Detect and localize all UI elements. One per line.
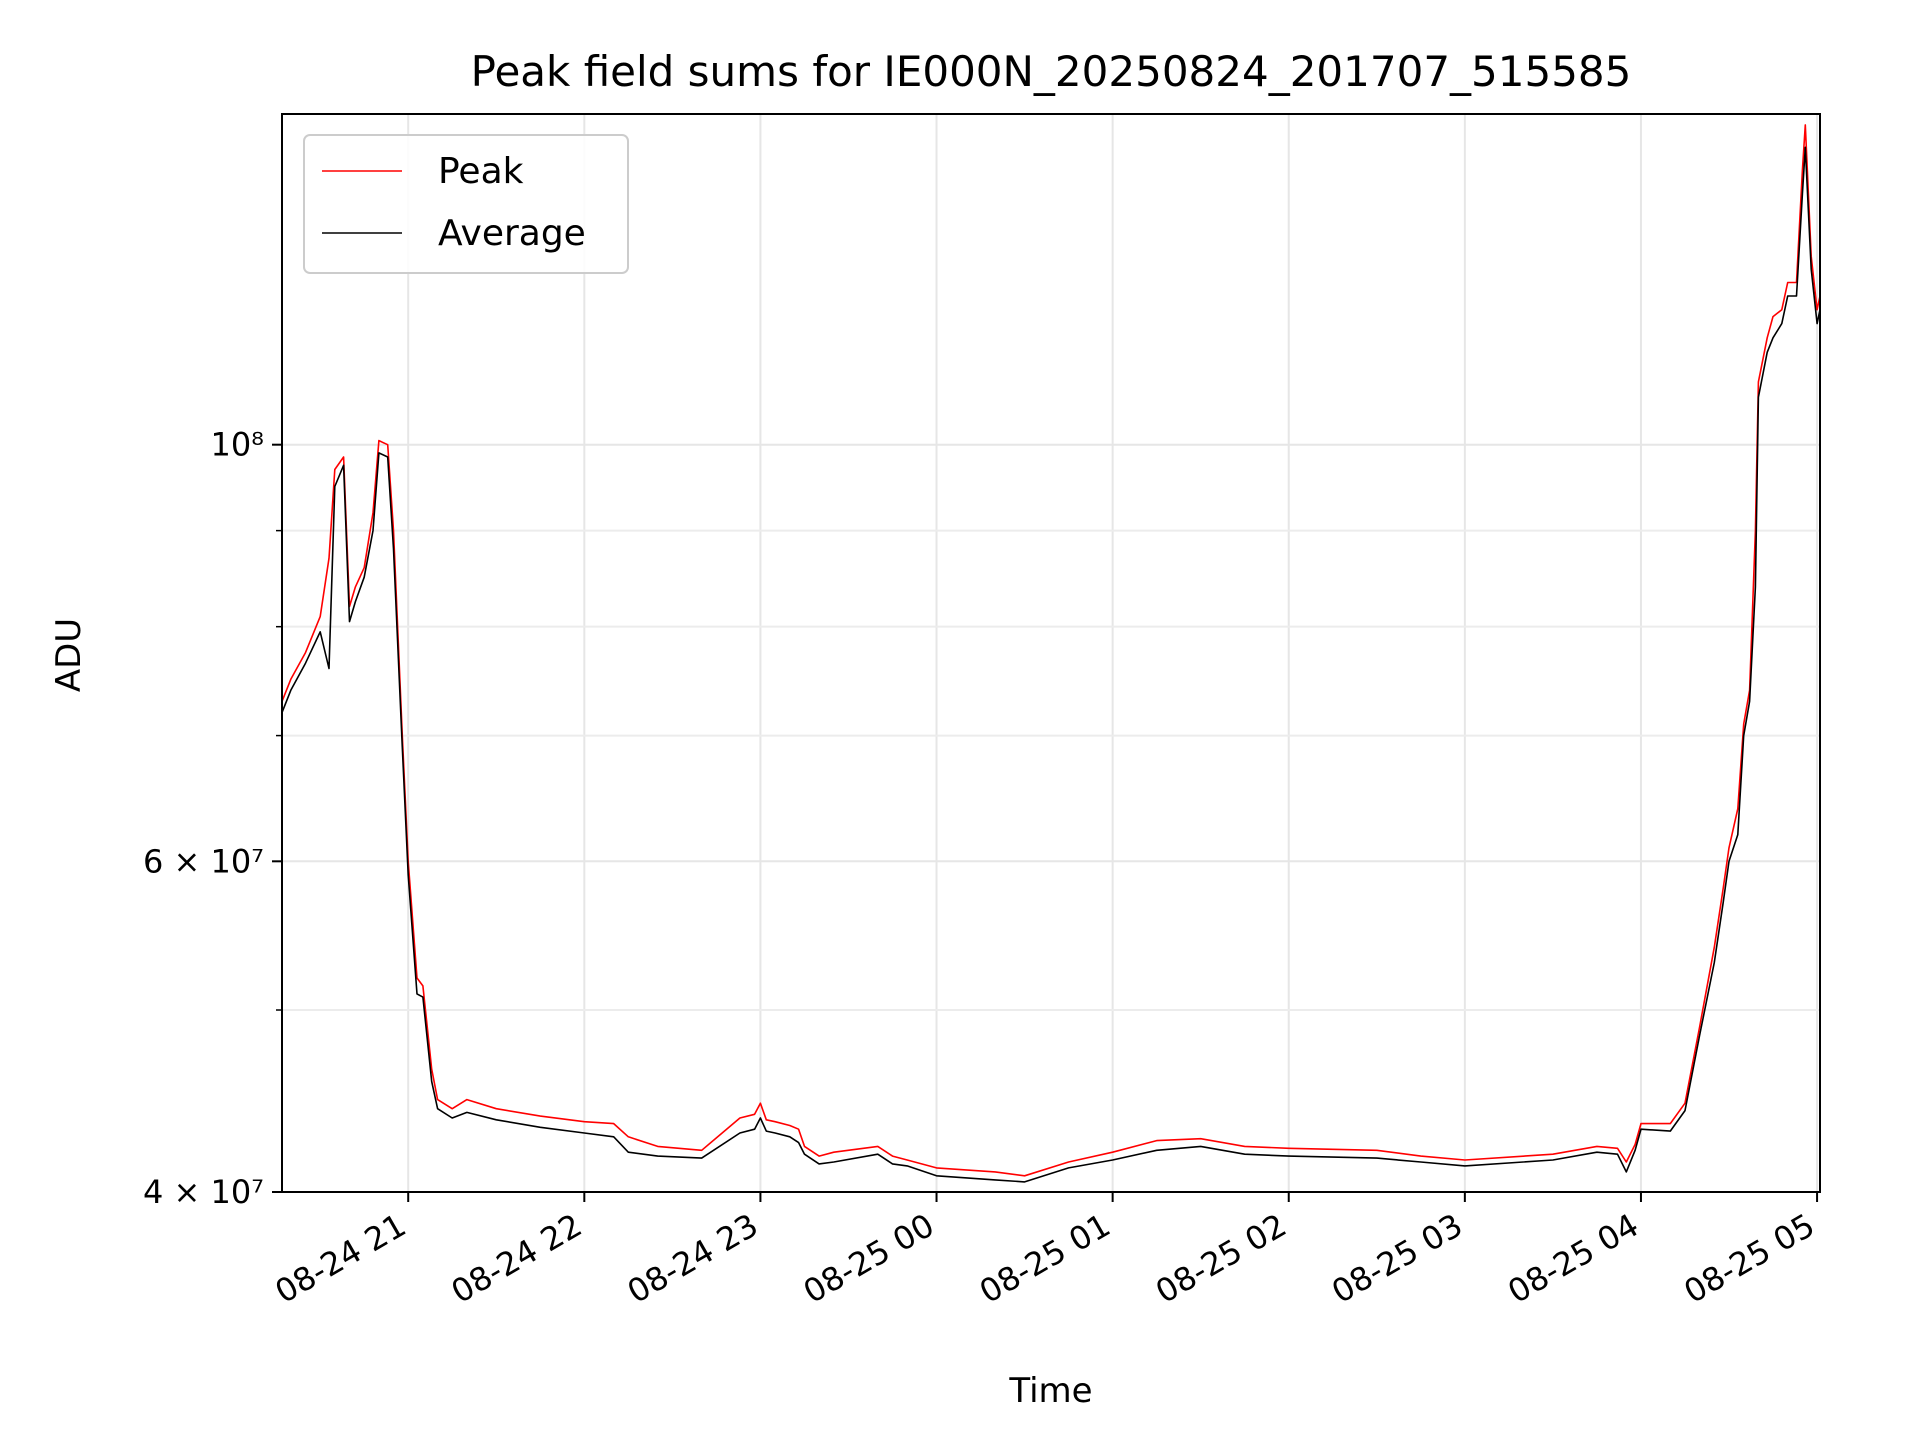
series-layer <box>281 124 1821 1183</box>
plot-frame <box>281 113 1821 1193</box>
legend: Peak Average <box>303 134 629 274</box>
y-tick-label: 10⁸ <box>210 426 264 464</box>
legend-label-peak: Peak <box>438 151 524 192</box>
y-tick-label: 6 × 10⁷ <box>143 842 264 880</box>
legend-box <box>303 134 629 274</box>
x-axis-label: Time <box>1008 1371 1092 1411</box>
y-axis-label: ADU <box>49 618 89 692</box>
y-tick-label: 4 × 10⁷ <box>143 1173 264 1211</box>
legend-label-average: Average <box>438 213 586 254</box>
series-line-average <box>281 146 1821 1183</box>
chart-title: Peak field sums for IE000N_20250824_2017… <box>471 47 1632 96</box>
